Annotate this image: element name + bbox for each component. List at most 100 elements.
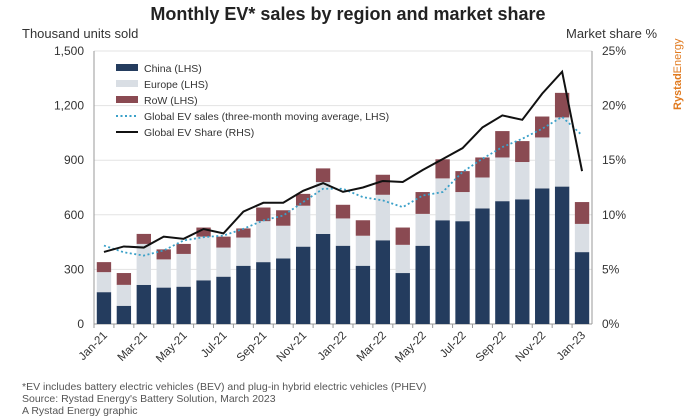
bar-europe xyxy=(156,259,171,288)
bar-row xyxy=(375,174,391,195)
x-tick-label: May-21 xyxy=(154,330,190,366)
bar-europe xyxy=(395,244,410,274)
x-tick-label: Sep-21 xyxy=(235,330,270,365)
x-tick-label: May-22 xyxy=(393,330,429,366)
bar-china xyxy=(276,258,291,324)
y2-tick-label: 20% xyxy=(602,99,626,113)
bar-europe xyxy=(315,182,331,234)
bar-row xyxy=(515,141,530,163)
bar-china xyxy=(96,292,112,324)
legend-label: China (LHS) xyxy=(144,63,202,75)
bar-row xyxy=(156,249,171,260)
bar-china xyxy=(355,265,371,324)
bar-row xyxy=(355,220,371,236)
bar-china xyxy=(116,305,132,324)
rystad-logo: RystadEnergy xyxy=(672,38,684,110)
bar-europe xyxy=(495,157,510,202)
bar-row xyxy=(415,192,430,214)
legend-swatch xyxy=(116,64,138,71)
y-axis-label: Thousand units sold xyxy=(22,26,139,41)
bar-europe xyxy=(236,237,251,266)
y2-axis-label: Market share % xyxy=(566,26,658,41)
y-tick-label: 300 xyxy=(64,262,84,276)
footnote-source: Source: Rystad Energy's Battery Solution… xyxy=(22,393,276,405)
bar-europe xyxy=(295,205,311,247)
bar-china xyxy=(395,273,410,324)
bar-row xyxy=(295,193,311,206)
bar-europe xyxy=(435,178,450,221)
bar-china xyxy=(475,208,490,324)
legend-swatch xyxy=(116,80,138,87)
bar-row xyxy=(455,171,470,193)
bar-row xyxy=(236,228,251,238)
bar-china xyxy=(335,245,351,324)
bar-china xyxy=(435,220,450,324)
bar-europe xyxy=(116,284,132,306)
x-tick-label: Jan-22 xyxy=(316,330,349,363)
bar-europe xyxy=(256,221,271,263)
bar-china xyxy=(236,265,251,324)
bar-row xyxy=(554,92,570,118)
bar-china xyxy=(295,246,311,324)
bar-china xyxy=(455,221,470,324)
bar-row xyxy=(475,157,490,178)
bar-china xyxy=(495,201,510,324)
legend-swatch xyxy=(116,96,138,103)
footnote-credit: A Rystad Energy graphic xyxy=(22,405,138,417)
bar-europe xyxy=(455,192,470,222)
bar-europe xyxy=(335,218,351,246)
bar-row xyxy=(315,168,331,183)
bar-europe xyxy=(415,213,430,246)
bar-row xyxy=(116,273,132,285)
x-tick-label: Mar-22 xyxy=(355,330,389,364)
bar-china xyxy=(315,233,331,324)
bar-europe xyxy=(176,253,191,287)
bar-china xyxy=(515,199,530,324)
bar-europe xyxy=(196,236,211,281)
x-tick-label: Jul-21 xyxy=(199,330,230,361)
bar-row xyxy=(535,116,550,138)
bar-row xyxy=(276,210,291,226)
bar-china xyxy=(554,186,570,324)
x-tick-label: Nov-21 xyxy=(275,330,310,365)
x-tick-label: Sep-22 xyxy=(474,330,509,365)
bar-row xyxy=(435,159,450,179)
bar-row xyxy=(196,227,211,237)
share-line xyxy=(103,69,584,253)
bar-china xyxy=(196,280,211,324)
bar-europe xyxy=(535,137,550,189)
bar-china xyxy=(535,188,550,324)
bar-row xyxy=(395,227,410,245)
bar-row xyxy=(335,204,351,219)
moving-average-line xyxy=(103,115,583,257)
y2-tick-label: 10% xyxy=(602,208,626,222)
bar-row xyxy=(136,233,151,244)
x-tick-label: Nov-22 xyxy=(514,330,549,365)
bar-europe xyxy=(276,225,291,259)
chart-title: Monthly EV* sales by region and market s… xyxy=(150,4,546,24)
bar-europe xyxy=(355,235,371,266)
bar-row xyxy=(96,262,112,273)
bar-row xyxy=(574,202,590,224)
y-tick-label: 0 xyxy=(77,317,84,331)
footnote-ev: *EV includes battery electric vehicles (… xyxy=(22,381,427,393)
bar-china xyxy=(176,286,191,324)
bar-europe xyxy=(375,194,391,241)
bar-china xyxy=(375,240,391,324)
legend-label: Europe (LHS) xyxy=(144,79,208,91)
legend-label: RoW (LHS) xyxy=(144,95,198,107)
bar-row xyxy=(256,207,271,222)
bar-europe xyxy=(96,272,112,293)
y2-tick-label: 5% xyxy=(602,262,620,276)
bar-europe xyxy=(136,243,151,285)
bar-europe xyxy=(515,162,530,200)
y2-tick-label: 15% xyxy=(602,153,626,167)
legend-label: Global EV sales (three-month moving aver… xyxy=(144,111,389,123)
bar-europe xyxy=(475,177,490,209)
x-tick-label: Jan-21 xyxy=(77,330,110,363)
bar-china xyxy=(136,284,151,324)
x-tick-label: Jul-22 xyxy=(438,330,469,361)
bar-china xyxy=(216,276,231,324)
